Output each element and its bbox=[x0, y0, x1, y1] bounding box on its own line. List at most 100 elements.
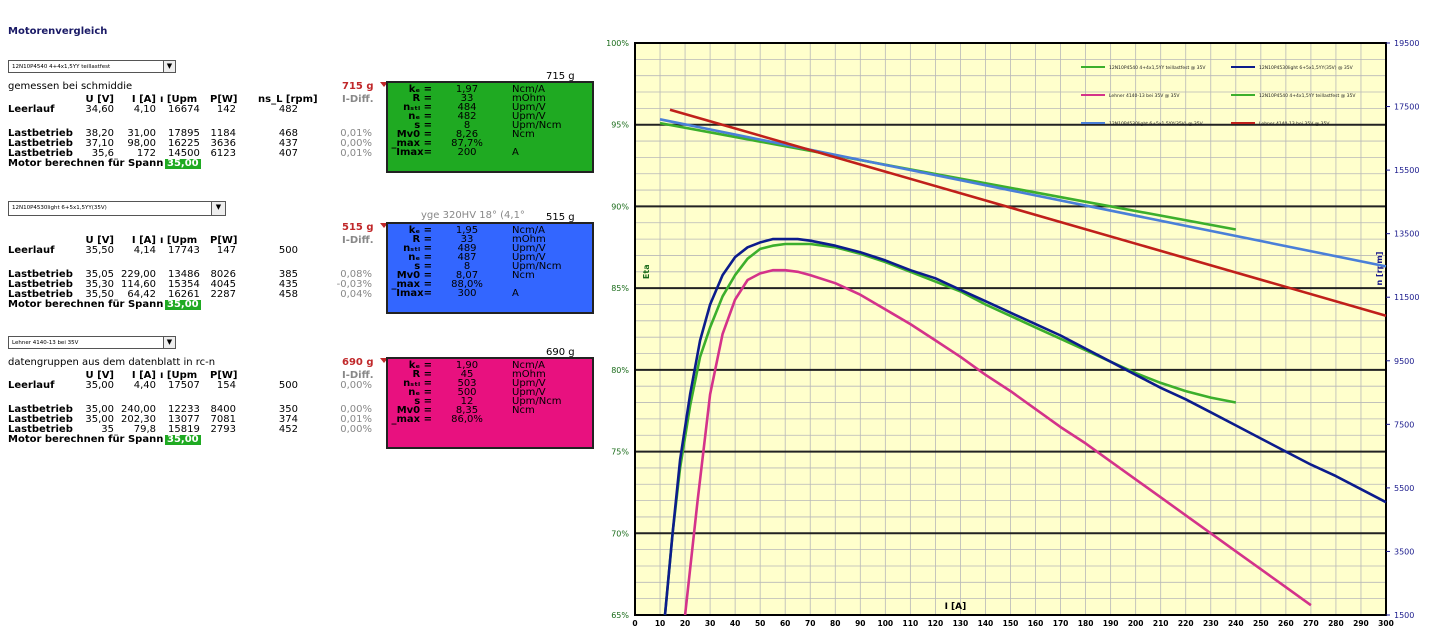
param-name: kₑ = bbox=[408, 84, 432, 95]
param-value: 33 bbox=[460, 234, 474, 245]
row-diff: 0,01% bbox=[340, 148, 372, 159]
series-line bbox=[659, 121, 1237, 231]
motor-weight: 715 g bbox=[342, 81, 374, 92]
row-label: Lastbetrieb bbox=[8, 414, 73, 425]
header-u: U [V] bbox=[85, 235, 114, 246]
header-i: I [A] bbox=[131, 94, 156, 105]
param-unit: Upm/V bbox=[512, 102, 546, 113]
calc-label: Motor berechnen für Spann bbox=[8, 434, 164, 445]
y2-tick-label: 19500 bbox=[1394, 39, 1419, 48]
param-name: Mv0 = bbox=[396, 129, 432, 140]
legend-entry: 12N10P4530light 6+5x1,5YY(35V) @ 35V bbox=[1259, 65, 1354, 71]
x-tick-label: 140 bbox=[978, 619, 994, 628]
param-value: 503 bbox=[457, 378, 477, 389]
chevron-down-icon[interactable]: ▼ bbox=[163, 336, 176, 349]
x-tick-label: 80 bbox=[830, 619, 840, 628]
motor-weight-top: 515 g bbox=[546, 212, 575, 223]
header-u: U [V] bbox=[85, 370, 114, 381]
row-label: Lastbetrieb bbox=[8, 148, 73, 159]
param-row: Mv0 = 8,07 Ncm bbox=[388, 270, 535, 281]
row-u: 34,60 bbox=[85, 104, 114, 115]
voltage-value[interactable]: 35,00 bbox=[165, 158, 201, 169]
dropdown-value: Lehner 4140-13 bei 35V bbox=[12, 340, 79, 346]
x-tick-label: 60 bbox=[780, 619, 790, 628]
row-u: 35,00 bbox=[85, 380, 114, 391]
param-unit: Upm/Ncm bbox=[512, 120, 562, 131]
row-n: 13077 bbox=[168, 414, 200, 425]
motor-weight: 515 g bbox=[342, 222, 374, 233]
param-value: 8,07 bbox=[455, 270, 479, 281]
row-nsl: 458 bbox=[278, 289, 298, 300]
row-i: 4,14 bbox=[133, 245, 156, 256]
y-tick-label: 65% bbox=[611, 611, 629, 620]
y2-tick-label: 1500 bbox=[1394, 611, 1414, 620]
param-row: kₑ = 1,90 Ncm/A bbox=[388, 360, 545, 371]
param-value: 86,0% bbox=[451, 414, 483, 425]
header-i: I [A] bbox=[131, 235, 156, 246]
row-n: 17895 bbox=[168, 128, 200, 139]
param-unit: A bbox=[512, 147, 519, 158]
header-n: ı [Upm bbox=[160, 94, 198, 105]
param-unit: Upm/V bbox=[512, 111, 546, 122]
row-n: 12233 bbox=[168, 404, 200, 415]
row-nsl: 500 bbox=[278, 380, 298, 391]
param-value: 8,26 bbox=[455, 129, 479, 140]
row-u: 35 bbox=[101, 424, 114, 435]
row-p: 4045 bbox=[210, 279, 236, 290]
row-u: 37,10 bbox=[85, 138, 114, 149]
param-name: _max = bbox=[391, 279, 432, 290]
chevron-down-icon[interactable]: ▼ bbox=[163, 60, 176, 73]
param-row: nₑ = 487 Upm/V bbox=[388, 252, 546, 263]
param-row: nₛₜₗ = 489 Upm/V bbox=[388, 243, 546, 254]
param-name: nₑ = bbox=[408, 111, 432, 122]
param-unit: Upm/V bbox=[512, 243, 546, 254]
row-i: 229,00 bbox=[121, 269, 156, 280]
param-value: 8 bbox=[463, 261, 471, 272]
plot-border bbox=[634, 42, 1387, 616]
x-tick-label: 100 bbox=[878, 619, 894, 628]
row-i: 31,00 bbox=[127, 128, 156, 139]
row-nsl: 500 bbox=[278, 245, 298, 256]
motor-select-dropdown[interactable]: Lehner 4140-13 bei 35V ▼ bbox=[8, 336, 176, 349]
param-unit: Ncm/A bbox=[512, 360, 545, 371]
row-n: 13486 bbox=[168, 269, 200, 280]
motor-select-dropdown[interactable]: 12N10P4530light 6+5x1,5YY(35V) ▼ bbox=[8, 201, 226, 216]
param-row: Mv0 = 8,35 Ncm bbox=[388, 406, 535, 416]
param-unit: Upm/Ncm bbox=[512, 396, 562, 407]
param-name: R = bbox=[412, 234, 432, 245]
param-row: nₛₜₗ = 484 Upm/V bbox=[388, 102, 546, 113]
y2-tick-label: 3500 bbox=[1394, 547, 1414, 556]
header-n: ı [Upm bbox=[160, 370, 198, 381]
param-row: R = 33 mOhm bbox=[388, 94, 545, 104]
chevron-down-icon[interactable]: ▼ bbox=[211, 201, 226, 216]
row-n: 17743 bbox=[168, 245, 200, 256]
voltage-value[interactable]: 35,00 bbox=[165, 434, 201, 445]
row-u: 35,30 bbox=[85, 279, 114, 290]
param-row: kₑ = 1,97 Ncm/A bbox=[388, 84, 545, 95]
row-label: Lastbetrieb bbox=[8, 289, 73, 300]
param-row: R = 33 mOhm bbox=[388, 234, 546, 245]
x-tick-label: 10 bbox=[655, 619, 665, 628]
x-tick-label: 240 bbox=[1228, 619, 1244, 628]
y2-axis-label: n [rpm] bbox=[1375, 252, 1384, 286]
motor-select-dropdown[interactable]: 12N10P4540 4+4x1,5YY teillastfest ▼ bbox=[8, 60, 176, 73]
row-n: 14500 bbox=[168, 148, 200, 159]
param-value: 8 bbox=[463, 120, 471, 131]
y-tick-label: 90% bbox=[611, 202, 629, 211]
x-tick-label: 300 bbox=[1378, 619, 1394, 628]
row-nsl: 482 bbox=[278, 104, 298, 115]
param-name: Imax= bbox=[396, 147, 432, 158]
param-unit: Upm/V bbox=[512, 252, 546, 263]
legend-entry: 12N10P4540 4+4x1,5YY teillastfest @ 35V bbox=[1259, 93, 1356, 99]
row-n: 16225 bbox=[168, 138, 200, 149]
y-tick-label: 85% bbox=[611, 284, 629, 293]
param-name: nₑ = bbox=[408, 387, 432, 398]
x-tick-label: 220 bbox=[1178, 619, 1194, 628]
row-i: 98,00 bbox=[127, 138, 156, 149]
voltage-value[interactable]: 35,00 bbox=[165, 299, 201, 310]
param-unit: Upm/V bbox=[512, 387, 546, 398]
x-tick-label: 40 bbox=[730, 619, 740, 628]
legend-entry: Lehner 4140-13 bei 35V @ 35V bbox=[1259, 121, 1330, 127]
x-tick-label: 280 bbox=[1328, 619, 1344, 628]
param-unit: mOhm bbox=[512, 234, 546, 245]
